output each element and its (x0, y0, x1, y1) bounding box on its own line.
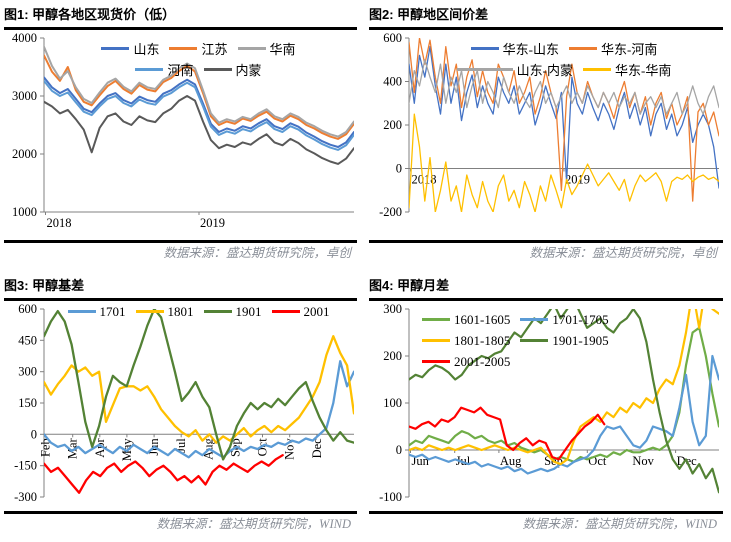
panel-figure4: 图4: 甲醇月差 -100 0 100 200 300 Jun Jul Aug Sep Oct No… (365, 271, 731, 542)
figure1-source: 数据来源：盛达期货研究院，卓创 (163, 246, 351, 260)
svg-text:Jul: Jul (174, 438, 188, 453)
figure4-title-rule (369, 298, 723, 301)
svg-text:0: 0 (396, 443, 402, 457)
svg-text:200: 200 (383, 349, 402, 363)
svg-text:300: 300 (18, 365, 37, 379)
figure4-source: 数据来源：盛达期货研究院，WIND (522, 517, 717, 531)
figure3-source: 数据来源：盛达期货研究院，WIND (156, 517, 351, 531)
figure1-chart-area: 1000 2000 3000 4000 2018 2019 山东 江苏 华南 河南 内蒙 (4, 32, 357, 240)
figure3-source-rule (4, 511, 357, 514)
figure2-chart-area: -200 0 200 400 600 2018 2019 华东-山东 华东-河南 山东-内蒙 华东… (369, 32, 723, 240)
svg-text:4000: 4000 (12, 32, 37, 45)
figure3-title-rule (4, 298, 357, 301)
figure1-title-rule (4, 27, 357, 30)
figure2-line-chart: -200 0 200 400 600 2018 2019 (379, 32, 719, 219)
svg-text:0: 0 (31, 427, 37, 441)
svg-text:100: 100 (383, 396, 402, 410)
figure2-title: 图2: 甲醇地区间价差 (369, 7, 489, 22)
svg-text:1000: 1000 (12, 205, 37, 219)
svg-text:-100: -100 (379, 490, 402, 504)
svg-text:400: 400 (383, 75, 402, 89)
figure1-source-rule (4, 240, 357, 243)
svg-text:600: 600 (18, 303, 37, 316)
figure2-source: 数据来源：盛达期货研究院，卓创 (529, 246, 717, 260)
figure4-title: 图4: 甲醇月差 (369, 278, 450, 293)
svg-text:2018: 2018 (47, 216, 72, 230)
figure4-chart-area: -100 0 100 200 300 Jun Jul Aug Sep Oct Nov Dec 1601… (369, 303, 723, 511)
figure1-line-chart: 1000 2000 3000 4000 2018 2019 (12, 32, 354, 230)
figure4-source-rule (369, 511, 723, 514)
svg-text:-150: -150 (14, 459, 37, 473)
svg-text:Dec: Dec (310, 438, 324, 459)
svg-text:-200: -200 (379, 205, 402, 219)
svg-text:150: 150 (18, 396, 37, 410)
svg-text:450: 450 (18, 333, 37, 347)
svg-text:-300: -300 (14, 490, 37, 504)
svg-text:300: 300 (383, 303, 402, 316)
panel-figure2: 图2: 甲醇地区间价差 -200 0 200 400 600 2018 2019 华东-山东… (365, 0, 731, 271)
svg-text:Feb: Feb (39, 438, 53, 457)
panel-figure1: 图1: 甲醇各地区现货价（低） 1000 2000 3000 4000 2018 2019… (0, 0, 365, 271)
svg-text:Aug: Aug (500, 454, 522, 468)
svg-text:Mar: Mar (66, 437, 80, 459)
figure1-title: 图1: 甲醇各地区现货价（低） (4, 7, 176, 22)
svg-text:2018: 2018 (412, 173, 437, 187)
svg-text:2019: 2019 (200, 216, 225, 230)
svg-text:200: 200 (383, 118, 402, 132)
svg-text:2000: 2000 (12, 147, 37, 161)
svg-text:3000: 3000 (12, 89, 37, 103)
figure2-title-rule (369, 27, 723, 30)
figure2-source-rule (369, 240, 723, 243)
panel-figure3: 图3: 甲醇基差 -300 -150 0 150 300 450 600 Feb Mar Apr M… (0, 271, 365, 542)
figure3-title: 图3: 甲醇基差 (4, 278, 85, 293)
svg-text:Apr: Apr (93, 437, 107, 457)
svg-text:Nov: Nov (632, 454, 654, 468)
svg-text:0: 0 (396, 162, 402, 176)
svg-text:600: 600 (383, 32, 402, 45)
svg-text:2019: 2019 (565, 173, 590, 187)
figure3-chart-area: -300 -150 0 150 300 450 600 Feb Mar Apr May Jun Jul A… (4, 303, 357, 511)
